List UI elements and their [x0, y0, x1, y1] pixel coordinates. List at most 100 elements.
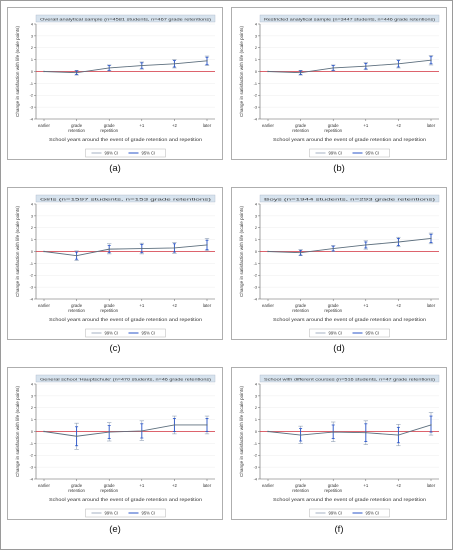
data-point — [365, 431, 367, 434]
data-point — [430, 59, 432, 61]
legend-label-95: 95% CI — [366, 331, 380, 336]
y-tick-label: -1 — [254, 442, 257, 446]
legend-box — [85, 508, 166, 518]
x-tick-label: +1 — [363, 303, 369, 308]
y-tick-label: -3 — [254, 106, 257, 110]
x-tick-label: +1 — [139, 123, 145, 128]
chart-title: Overall analytical sample (n=4581 studen… — [40, 16, 212, 21]
x-tick-label: +2 — [172, 123, 178, 128]
panel-letter: (e) — [109, 524, 121, 535]
legend-label-99: 99% CI — [329, 151, 343, 156]
data-point — [141, 247, 143, 250]
legend-label-99: 99% CI — [105, 511, 119, 516]
y-tick-label: 4 — [255, 382, 257, 386]
chart-panel: General school 'Hauptschule' (n=470 stud… — [7, 367, 223, 535]
legend-label-99: 99% CI — [105, 331, 119, 336]
x-tick-label: grade repetition — [100, 483, 118, 493]
y-tick-label: 3 — [31, 34, 33, 38]
series-line — [43, 244, 208, 257]
data-point — [332, 431, 334, 433]
x-tick-label: earlier — [38, 303, 51, 308]
x-tick-label: later — [203, 123, 212, 128]
y-tick-label: 2 — [255, 406, 257, 410]
x-tick-label: +2 — [172, 483, 178, 488]
data-point — [397, 434, 400, 436]
y-tick-label: 1 — [255, 238, 257, 242]
legend-label-99: 99% CI — [329, 511, 343, 516]
x-tick-label: grade repetition — [324, 123, 342, 133]
data-point — [206, 60, 208, 62]
y-axis-label: Change in satisfaction with life (scale … — [15, 25, 20, 117]
y-tick-label: -3 — [254, 286, 257, 290]
x-axis-label: School years around the event of grade r… — [273, 317, 427, 322]
chart-title: Girls (n=1597 students, n=153 grade rete… — [40, 196, 212, 201]
y-tick-label: 1 — [31, 418, 33, 422]
data-point — [141, 64, 143, 67]
y-axis-label: Change in satisfaction with life (scale … — [239, 205, 244, 297]
y-tick-label: -4 — [254, 117, 257, 121]
data-point — [206, 424, 208, 426]
chart-panel: Overall analytical sample (n=4581 studen… — [7, 7, 223, 174]
data-point — [365, 244, 367, 246]
legend-label-95: 95% CI — [142, 151, 156, 156]
y-tick-label: -4 — [30, 117, 33, 121]
y-tick-label: -2 — [30, 454, 33, 458]
data-point — [141, 430, 143, 432]
chart-title-bar — [259, 194, 440, 203]
legend-box — [85, 328, 166, 338]
x-tick-label: +1 — [363, 123, 369, 128]
y-tick-label: 3 — [31, 214, 33, 218]
data-point — [299, 71, 302, 74]
y-tick-label: -1 — [30, 262, 33, 266]
data-point — [397, 63, 400, 65]
x-tick-label: grade repetition — [100, 123, 118, 133]
data-point — [75, 71, 78, 74]
chart-title-bar — [35, 374, 216, 383]
series-line — [267, 424, 432, 436]
y-tick-label: -2 — [254, 94, 257, 98]
y-tick-label: -4 — [254, 297, 257, 301]
x-tick-label: later — [427, 303, 436, 308]
legend-label-95: 95% CI — [142, 331, 156, 336]
x-axis-label: School years around the event of grade r… — [49, 317, 203, 322]
y-tick-label: 2 — [31, 406, 33, 410]
y-tick-label: 1 — [255, 58, 257, 62]
panel-letter: (b) — [333, 163, 345, 174]
x-tick-label: earlier — [38, 483, 51, 488]
y-tick-label: -3 — [254, 466, 257, 470]
chart-title: School with different courses (n=516 stu… — [264, 376, 436, 381]
y-tick-label: 3 — [255, 34, 257, 38]
x-tick-label: +1 — [139, 483, 145, 488]
data-point — [332, 67, 334, 69]
x-tick-label: +2 — [396, 303, 402, 308]
y-tick-label: -1 — [30, 82, 33, 86]
y-tick-label: -2 — [30, 274, 33, 278]
x-tick-label: later — [203, 303, 212, 308]
legend-label-99: 99% CI — [105, 151, 119, 156]
data-point — [43, 430, 45, 433]
panel-letter: (a) — [109, 163, 121, 174]
data-point — [206, 244, 208, 246]
x-axis-label: School years around the event of grade r… — [273, 137, 427, 142]
data-point — [267, 70, 269, 73]
y-tick-label: -1 — [254, 82, 257, 86]
data-point — [397, 241, 400, 243]
y-tick-label: 3 — [31, 394, 33, 398]
y-tick-label: -3 — [30, 106, 33, 110]
y-tick-label: 1 — [31, 238, 33, 242]
y-tick-label: 0 — [31, 70, 33, 74]
series-line — [43, 424, 207, 437]
x-axis-label: School years around the event of grade r… — [273, 497, 427, 502]
y-tick-label: -4 — [30, 477, 33, 481]
y-tick-label: -2 — [254, 454, 257, 458]
x-tick-label: grade repetition — [100, 303, 118, 313]
data-point — [108, 248, 110, 250]
x-tick-label: +1 — [363, 483, 369, 488]
legend-box — [85, 148, 166, 158]
x-tick-label: +2 — [396, 123, 402, 128]
series-line — [43, 60, 208, 74]
y-tick-label: 0 — [255, 70, 257, 74]
y-tick-label: 0 — [255, 430, 257, 434]
x-tick-label: later — [203, 483, 212, 488]
chart-title-bar — [35, 14, 216, 23]
